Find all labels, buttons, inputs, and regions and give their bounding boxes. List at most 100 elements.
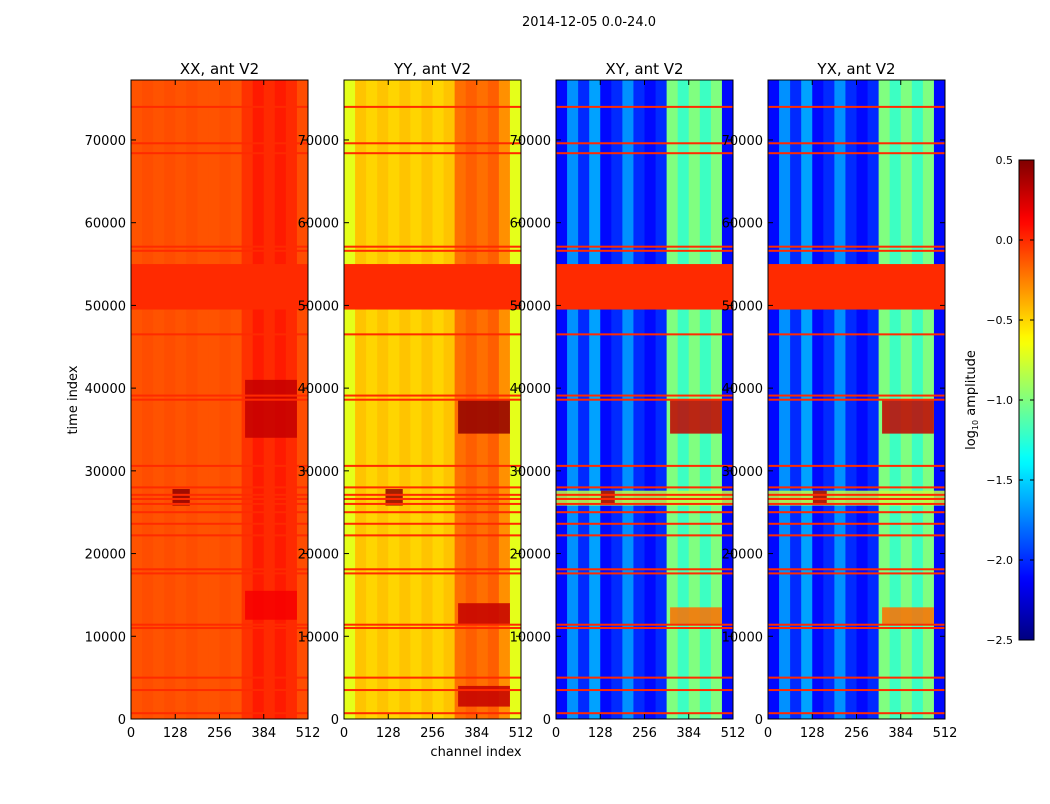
heatmap-flagged-row	[768, 689, 945, 692]
y-tick-label: 0	[755, 713, 763, 728]
colorbar-tick-label: 0.0	[996, 234, 1014, 247]
heatmap-flagged-row	[131, 493, 308, 496]
heatmap-flagged-row	[556, 676, 733, 679]
heatmap-flagged-row	[556, 249, 733, 252]
y-tick-label: 20000	[510, 548, 551, 563]
y-tick-label: 30000	[722, 465, 763, 480]
figure-title: 2014-12-05 0.0-24.0	[522, 15, 656, 30]
heatmap-flagged-row	[556, 572, 733, 575]
heatmap-flagged-row	[768, 511, 945, 514]
heatmap-flagged-row	[768, 534, 945, 537]
x-tick-label: 256	[632, 726, 657, 741]
heatmap-flagged-row	[556, 511, 733, 514]
x-tick-label: 128	[376, 726, 401, 741]
heatmap-flagged-row	[556, 394, 733, 397]
heatmap-flagged-row	[131, 398, 308, 401]
colorbar-label-main: log	[964, 430, 979, 450]
heatmap-flagged-row	[344, 623, 521, 626]
heatmap-flagged-row	[556, 502, 733, 505]
y-tick-label: 60000	[298, 217, 339, 232]
heatmap-feature	[458, 685, 510, 707]
x-tick-label: 384	[676, 726, 701, 741]
y-tick-label: 60000	[722, 217, 763, 232]
heatmap-flagged-row	[344, 568, 521, 571]
heatmap-flagged-row	[768, 486, 945, 489]
heatmap-flagged-row	[556, 627, 733, 630]
y-tick-label: 70000	[722, 134, 763, 149]
heatmap-feature	[172, 489, 190, 506]
heatmap-flagged-row	[344, 152, 521, 155]
heatmap-panel-2: XY, ant V2 0 128 256 384 512 0 10000 20000 30000 4…	[510, 60, 746, 741]
heatmap-panel-1: YY, ant V2 0 128 256 384 512 0 10000 20000 30000 4…	[298, 60, 534, 741]
heatmap-flagged-row	[344, 676, 521, 679]
x-tick-label: 384	[888, 726, 913, 741]
heatmap-feature	[245, 379, 297, 438]
colorbar-label-rest: amplitude	[964, 350, 979, 420]
heatmap-flagged-row	[768, 712, 945, 715]
x-tick-label: 128	[163, 726, 188, 741]
heatmap-flagged-row	[768, 522, 945, 525]
heatmap-flagged-row	[768, 497, 945, 500]
y-tick-label: 60000	[85, 217, 126, 232]
heatmap-flagged-row	[556, 623, 733, 626]
heatmap-flagged-row	[768, 493, 945, 496]
heatmap-flagged-row	[556, 152, 733, 155]
heatmap-flagged-row	[768, 249, 945, 252]
heatmap-flagged-row	[768, 464, 945, 467]
colorbar-label: log10 amplitude	[964, 350, 980, 450]
heatmap-flagged-row	[131, 497, 308, 500]
y-tick-label: 50000	[510, 299, 551, 314]
heatmap-flagged-row	[131, 534, 308, 537]
heatmap-flagged-row	[131, 245, 308, 248]
y-tick-label: 40000	[722, 382, 763, 397]
y-tick-label: 30000	[298, 465, 339, 480]
heatmap-flagged-row	[556, 534, 733, 537]
x-tick-label: 128	[588, 726, 613, 741]
heatmap-feature	[600, 490, 615, 504]
heatmap-flagged-row	[344, 712, 521, 715]
heatmap-flagged-row	[556, 105, 733, 108]
heatmap-flagged-row	[556, 493, 733, 496]
x-tick-label: 128	[800, 726, 825, 741]
heatmap-flagged-row	[768, 502, 945, 505]
heatmap-feature	[385, 489, 403, 506]
x-tick-label: 512	[296, 726, 321, 741]
heatmap-flagged-row	[131, 712, 308, 715]
y-tick-label: 30000	[510, 465, 551, 480]
heatmap-flagged-row	[131, 142, 308, 145]
x-tick-label: 512	[509, 726, 534, 741]
heatmap-flagged-row	[768, 105, 945, 108]
heatmap-flagged-row	[344, 249, 521, 252]
x-tick-label: 512	[721, 726, 746, 741]
y-tick-label: 0	[118, 713, 126, 728]
heatmap-flagged-row	[768, 627, 945, 630]
y-tick-label: 70000	[510, 134, 551, 149]
colorbar-tick-label: −1.5	[986, 474, 1013, 487]
heatmap-flagged-row	[131, 627, 308, 630]
y-tick-label: 30000	[85, 465, 126, 480]
y-tick-label: 10000	[510, 630, 551, 645]
colorbar-tick-label: −2.5	[986, 634, 1013, 647]
x-tick-label: 256	[207, 726, 232, 741]
heatmap-flagged-row	[131, 689, 308, 692]
x-tick-label: 0	[340, 726, 348, 741]
heatmap-flagged-row	[131, 152, 308, 155]
colorbar: 0.5 0.0 −0.5 −1.0 −1.5 −2.0 −2.5	[986, 154, 1035, 647]
y-tick-label: 0	[543, 713, 551, 728]
y-tick-label: 10000	[85, 630, 126, 645]
x-tick-label: 384	[464, 726, 489, 741]
heatmap-flagged-row	[344, 572, 521, 575]
y-tick-label: 50000	[298, 299, 339, 314]
y-tick-label: 50000	[722, 299, 763, 314]
heatmap-feature	[882, 607, 934, 624]
heatmap-flagged-row	[344, 627, 521, 630]
panel-title: YY, ant V2	[393, 60, 471, 78]
y-tick-label: 20000	[722, 548, 763, 563]
heatmap-flagged-row	[556, 142, 733, 145]
heatmap-flagged-row	[344, 689, 521, 692]
heatmap-flagged-row	[344, 486, 521, 489]
heatmap-flagged-row	[556, 464, 733, 467]
panel-title: YX, ant V2	[816, 60, 895, 78]
heatmap-flagged-row	[131, 105, 308, 108]
